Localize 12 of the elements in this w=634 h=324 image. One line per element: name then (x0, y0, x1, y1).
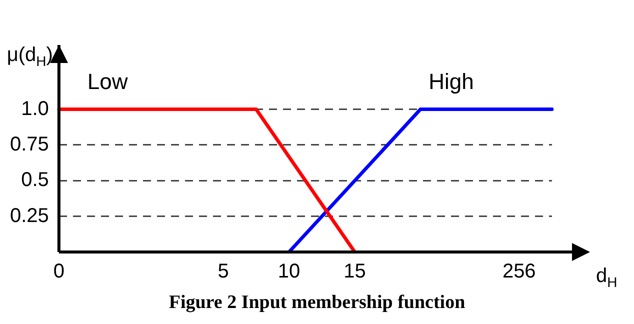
series-label: High (428, 69, 474, 94)
series-label: Low (87, 69, 128, 94)
y-tick-label: 0.5 (21, 169, 49, 192)
y-tick-label: 1.0 (21, 98, 49, 120)
y-tick-label: 0.75 (10, 133, 49, 156)
x-tick-label: 15 (344, 260, 366, 283)
x-tick-label: 5 (218, 260, 229, 283)
x-tick-label: 10 (278, 260, 300, 283)
caption: Figure 2 Input membership function (168, 292, 466, 314)
y-tick-label: 0.25 (10, 204, 49, 227)
x-tick-label: 0 (53, 260, 64, 283)
x-tick-label: 256 (502, 260, 536, 283)
